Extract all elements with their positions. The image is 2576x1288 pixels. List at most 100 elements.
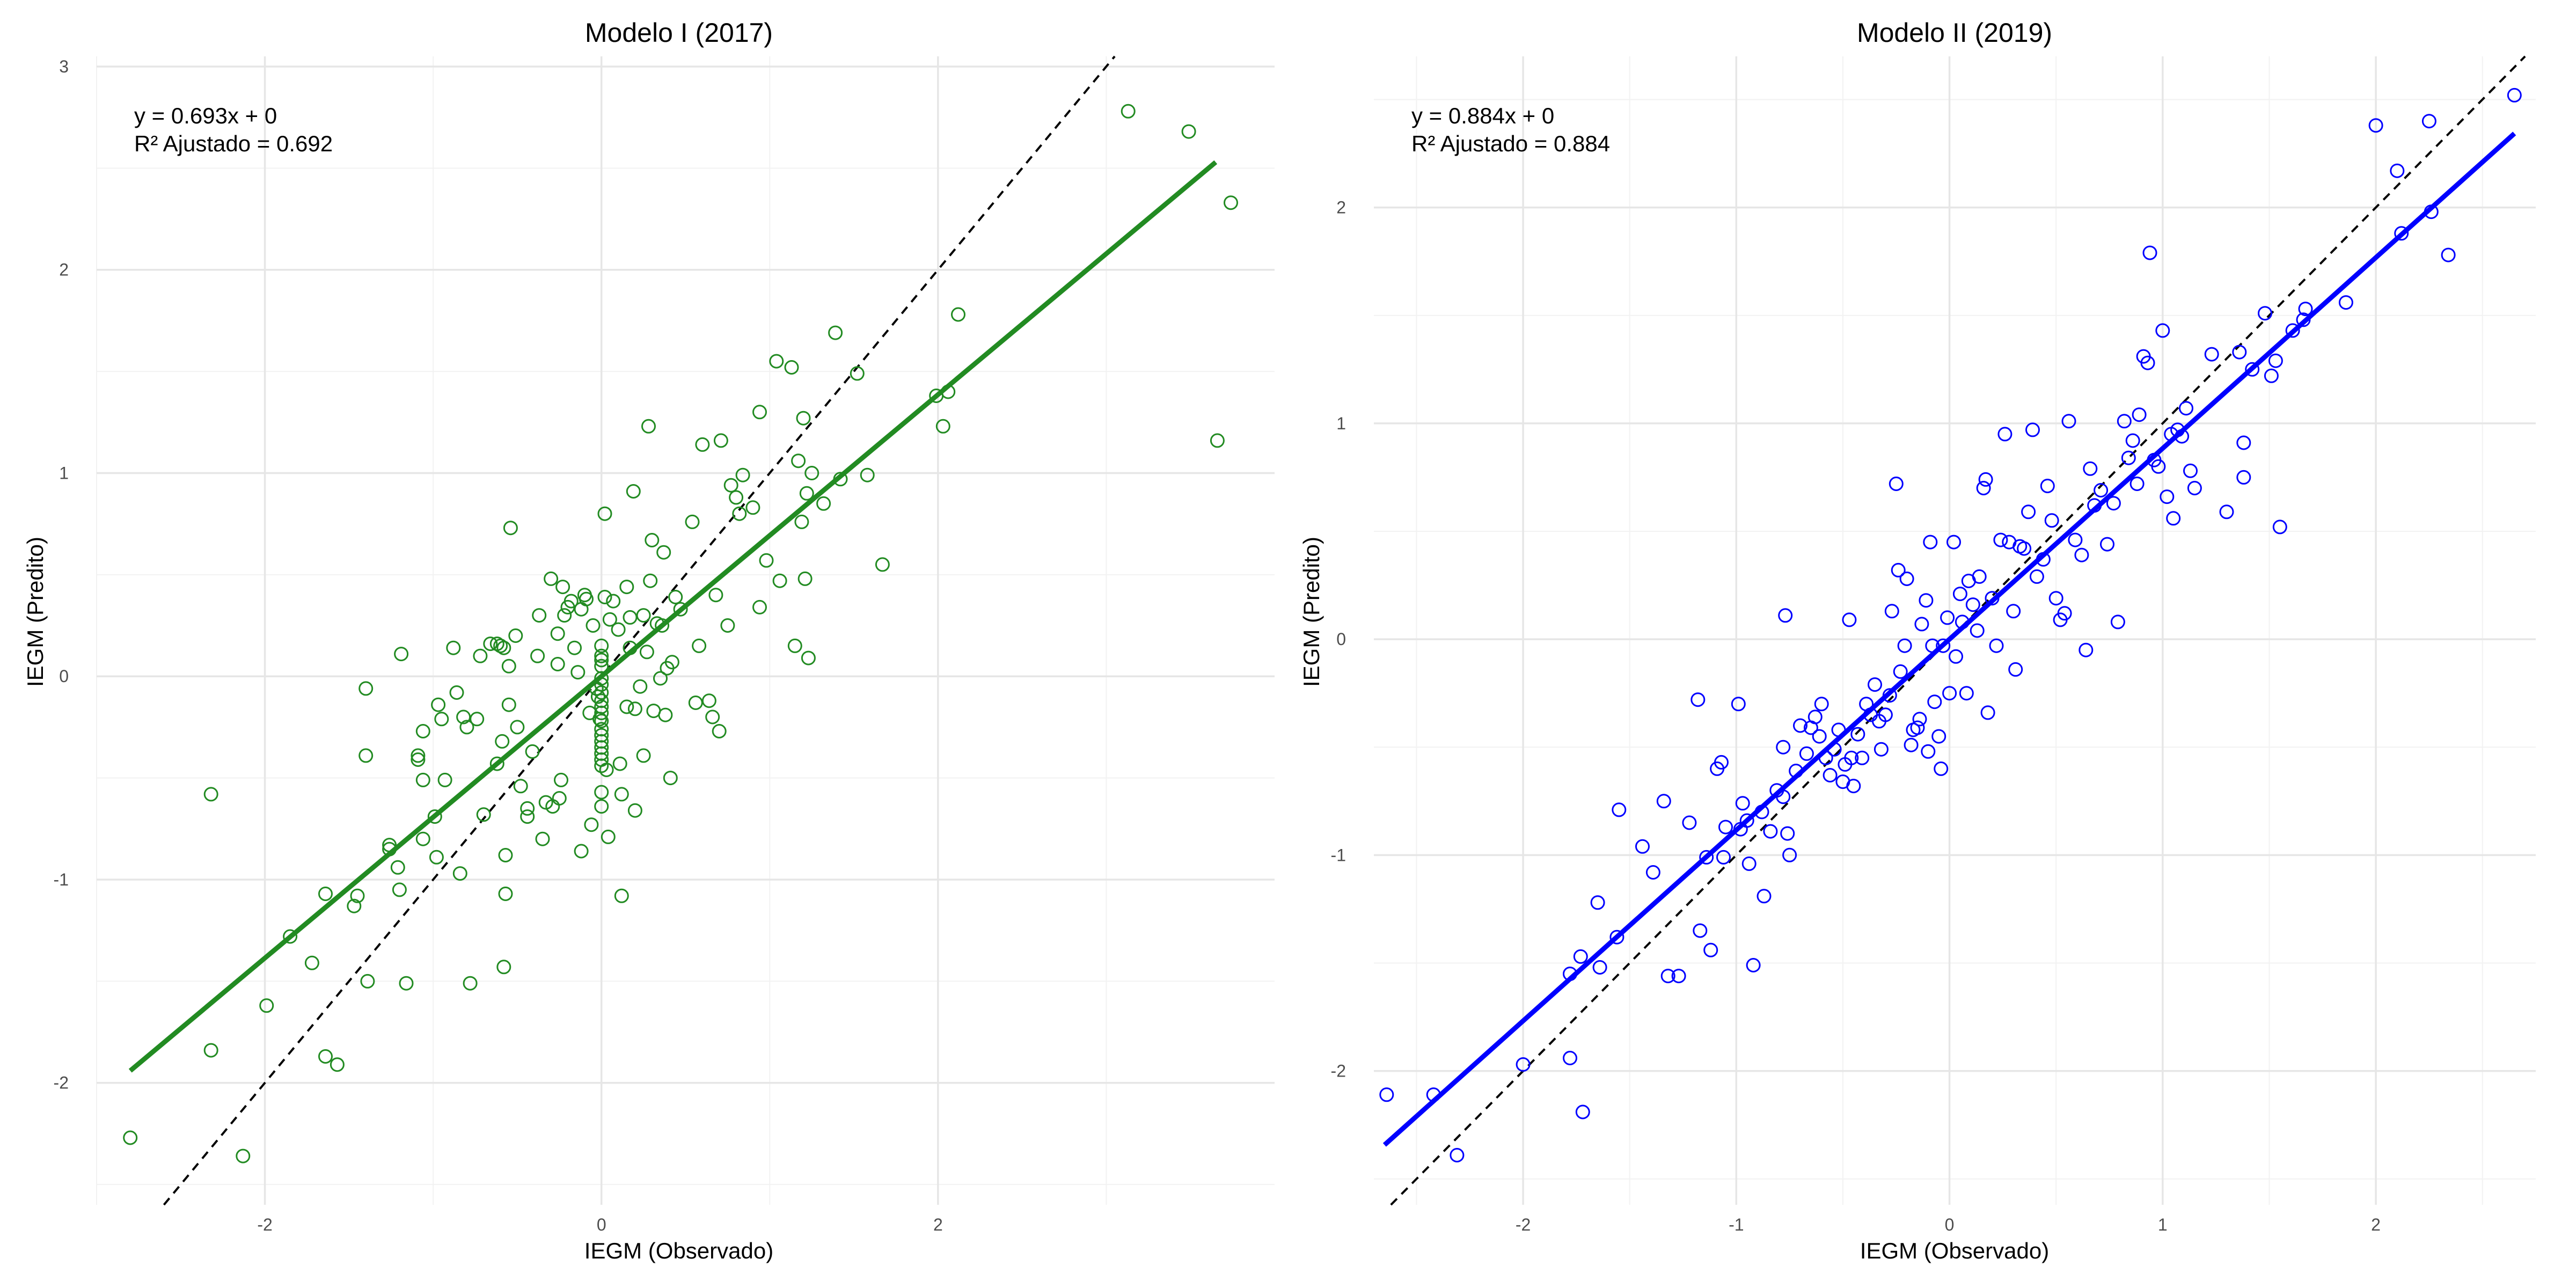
data-point xyxy=(470,712,485,727)
y-tick-label: -1 xyxy=(1331,845,1346,865)
data-point xyxy=(501,658,516,674)
data-point xyxy=(611,622,626,637)
data-point xyxy=(701,693,716,708)
data-point xyxy=(599,763,614,777)
data-point xyxy=(1884,604,1899,619)
data-point xyxy=(636,748,651,763)
data-point xyxy=(619,580,634,595)
data-point xyxy=(1735,796,1750,811)
data-point xyxy=(1897,638,1912,653)
x-tick-label: -2 xyxy=(1516,1215,1531,1234)
data-points xyxy=(1379,87,2522,1162)
data-point xyxy=(2057,606,2072,621)
data-point xyxy=(283,929,298,944)
data-point xyxy=(1997,427,2012,442)
data-point xyxy=(532,608,547,623)
data-point xyxy=(1921,744,1936,759)
data-point xyxy=(633,679,648,694)
data-point xyxy=(415,772,430,787)
data-point xyxy=(729,490,744,505)
data-point xyxy=(2272,519,2287,535)
data-point xyxy=(1842,612,1857,627)
data-point xyxy=(318,1049,333,1064)
data-point xyxy=(723,478,738,493)
data-point xyxy=(619,699,634,714)
data-point xyxy=(1970,623,1985,638)
panel-title: Modelo II (2019) xyxy=(1857,18,2052,48)
data-point xyxy=(1846,779,1861,794)
data-point xyxy=(1660,969,1675,984)
data-point xyxy=(1952,587,1967,602)
data-point xyxy=(579,591,594,606)
data-point xyxy=(1699,850,1714,865)
data-point xyxy=(692,638,707,653)
data-point xyxy=(1741,856,1757,871)
data-point xyxy=(392,882,407,897)
data-point xyxy=(597,590,612,604)
data-point xyxy=(796,411,811,426)
data-point xyxy=(498,848,513,862)
x-tick-label: 2 xyxy=(933,1215,943,1234)
data-point xyxy=(594,685,609,700)
data-point xyxy=(2121,450,2136,465)
y-tick-label: 1 xyxy=(59,463,69,482)
data-point xyxy=(446,640,461,655)
data-point xyxy=(1812,729,1827,744)
data-point xyxy=(1910,720,1925,735)
data-point xyxy=(203,787,218,802)
data-point xyxy=(2236,435,2251,450)
data-point xyxy=(2044,513,2059,528)
data-point xyxy=(801,650,816,665)
identity-dashed-line xyxy=(163,55,1116,1206)
x-axis-label: IEGM (Observado) xyxy=(1860,1238,2049,1263)
data-point xyxy=(2068,532,2083,547)
data-point xyxy=(1972,569,1987,584)
data-point xyxy=(1793,718,1807,733)
data-point xyxy=(544,571,559,586)
x-tick-labels: -2 -1 0 1 2 xyxy=(1516,1215,2381,1234)
data-point xyxy=(456,709,471,724)
data-point xyxy=(434,712,449,727)
data-point xyxy=(2129,477,2145,491)
data-point xyxy=(655,618,670,633)
data-point xyxy=(1690,692,1706,707)
data-point xyxy=(304,955,319,970)
data-point xyxy=(623,610,638,625)
data-point xyxy=(554,772,568,787)
data-point xyxy=(411,748,426,763)
data-point xyxy=(850,366,865,381)
data-point xyxy=(1516,1057,1531,1072)
data-point xyxy=(2187,481,2202,495)
data-point xyxy=(688,696,703,710)
data-point xyxy=(1671,969,1686,984)
x-tick-label: 2 xyxy=(2371,1215,2381,1234)
panel-modelo-ii: -2 -1 0 1 2 -2 -1 0 1 2 Modelo II (2019) IEGM (O… xyxy=(1299,18,2536,1263)
data-point xyxy=(1940,610,1955,625)
data-point xyxy=(614,787,629,802)
data-point xyxy=(752,405,767,420)
data-point xyxy=(1959,686,1974,701)
identity-line xyxy=(1390,55,2526,1206)
data-point xyxy=(2074,547,2089,562)
data-point xyxy=(1807,709,1823,724)
data-point xyxy=(415,831,430,846)
x-tick-label: 0 xyxy=(597,1215,606,1234)
data-point xyxy=(732,506,747,521)
data-point xyxy=(1850,727,1865,742)
data-point xyxy=(1891,562,1906,577)
data-point xyxy=(1782,847,1797,862)
data-point xyxy=(411,752,426,767)
x-tick-label: -2 xyxy=(257,1215,272,1234)
data-point xyxy=(318,887,333,901)
data-point xyxy=(2183,463,2198,478)
data-point xyxy=(875,557,890,572)
data-point xyxy=(495,734,510,749)
data-point xyxy=(1731,697,1746,712)
data-point xyxy=(2140,355,2155,370)
data-point xyxy=(2441,247,2456,262)
data-point xyxy=(1609,930,1624,945)
data-point xyxy=(1573,949,1588,964)
y-tick-label: 0 xyxy=(59,667,69,686)
data-point xyxy=(594,699,609,714)
data-point xyxy=(1450,1148,1465,1162)
